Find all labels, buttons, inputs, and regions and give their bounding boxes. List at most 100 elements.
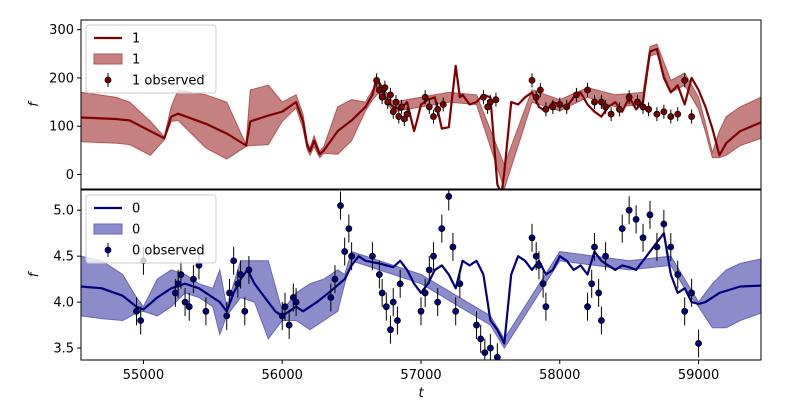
observed-point — [177, 271, 185, 278]
observed-point — [278, 312, 286, 320]
observed-point — [345, 225, 353, 232]
x-tick-label: 58000 — [539, 368, 580, 383]
plot-area — [81, 43, 761, 189]
observed-point — [403, 110, 411, 118]
observed-point — [486, 98, 494, 106]
legend-label: 0 — [132, 223, 140, 238]
observed-point — [430, 113, 437, 120]
legend-label: 0 — [132, 202, 140, 217]
observed-point — [392, 98, 400, 106]
observed-point — [549, 103, 557, 111]
observed-point — [434, 105, 442, 113]
observed-point — [449, 243, 457, 251]
observed-point — [486, 344, 494, 352]
legend: 1 1 1 observed — [85, 24, 217, 94]
observed-point — [674, 271, 682, 278]
observed-point — [185, 303, 193, 311]
observed-point — [528, 234, 536, 242]
observed-point — [133, 307, 140, 315]
x-tick-label: 57000 — [400, 368, 441, 383]
observed-point — [375, 86, 383, 94]
observed-point — [439, 101, 447, 108]
observed-point — [417, 307, 425, 315]
legend-label: 1 — [132, 53, 140, 68]
observed-point — [645, 105, 652, 113]
observed-point — [634, 98, 641, 106]
observed-point — [539, 280, 547, 288]
observed-point — [375, 271, 383, 278]
observed-point — [384, 98, 392, 106]
observed-point — [137, 317, 145, 324]
observed-point — [653, 243, 661, 251]
observed-point — [174, 280, 182, 288]
observed-point — [493, 353, 501, 360]
observed-point — [456, 280, 464, 288]
y-axis-label: f — [27, 270, 42, 277]
observed-point — [477, 335, 485, 343]
observed-point — [398, 103, 405, 111]
observed-point — [681, 307, 689, 315]
legend-label: 1 — [132, 32, 140, 47]
observed-point — [387, 91, 394, 99]
observed-point — [348, 252, 356, 260]
axes-frame — [80, 19, 762, 190]
observed-point — [595, 289, 603, 297]
observed-point — [430, 252, 437, 260]
observed-point — [528, 76, 536, 84]
observed-point — [389, 298, 397, 306]
legend-band-swatch — [93, 53, 123, 65]
observed-point — [607, 110, 615, 118]
observed-point — [190, 275, 197, 283]
y-tick-label: 0 — [66, 168, 74, 183]
observed-point — [230, 257, 238, 265]
legend-label: 1 observed — [132, 74, 205, 89]
observed-point — [445, 193, 453, 200]
legend-band-swatch — [93, 223, 123, 235]
observed-point — [602, 103, 609, 111]
observed-point — [481, 349, 489, 357]
y-tick-label: 4.5 — [53, 250, 74, 265]
observed-point — [602, 252, 609, 260]
observed-point — [395, 113, 403, 120]
observed-point — [396, 280, 404, 288]
observed-point — [584, 303, 591, 311]
observed-point — [285, 321, 293, 329]
observed-point — [181, 298, 189, 306]
observed-point — [337, 202, 344, 210]
observed-point — [625, 93, 633, 101]
x-axis-label: t — [418, 386, 424, 400]
y-tick-label: 4.0 — [53, 296, 74, 311]
observed-point — [660, 220, 668, 228]
legend-marker-swatch — [104, 246, 112, 254]
observed-point — [452, 307, 460, 315]
y-tick-label: 200 — [49, 71, 74, 86]
observed-point — [584, 86, 591, 94]
observed-point — [674, 110, 682, 118]
x-tick-label: 59000 — [678, 368, 719, 383]
observed-point — [425, 103, 433, 111]
legend-label: 0 observed — [132, 244, 205, 259]
observed-point — [573, 91, 580, 99]
observed-point — [331, 275, 339, 283]
legend-box — [85, 24, 217, 94]
observed-point — [421, 93, 429, 101]
observed-point — [389, 108, 397, 116]
observed-point — [535, 261, 543, 269]
observed-point — [473, 321, 480, 329]
observed-point — [646, 211, 654, 219]
observed-point — [639, 234, 647, 242]
observed-point — [245, 266, 253, 274]
legend-box — [85, 194, 217, 264]
observed-point — [667, 243, 675, 251]
observed-point — [695, 340, 702, 347]
observed-point — [378, 93, 386, 101]
observed-point — [369, 252, 376, 260]
observed-point — [241, 307, 249, 315]
observed-point — [667, 113, 675, 120]
y-tick-label: 300 — [49, 23, 74, 38]
y-tick-label: 5.0 — [53, 204, 74, 219]
observed-point — [492, 96, 500, 104]
y-tick-label: 3.5 — [53, 342, 74, 357]
observed-point — [639, 103, 647, 111]
